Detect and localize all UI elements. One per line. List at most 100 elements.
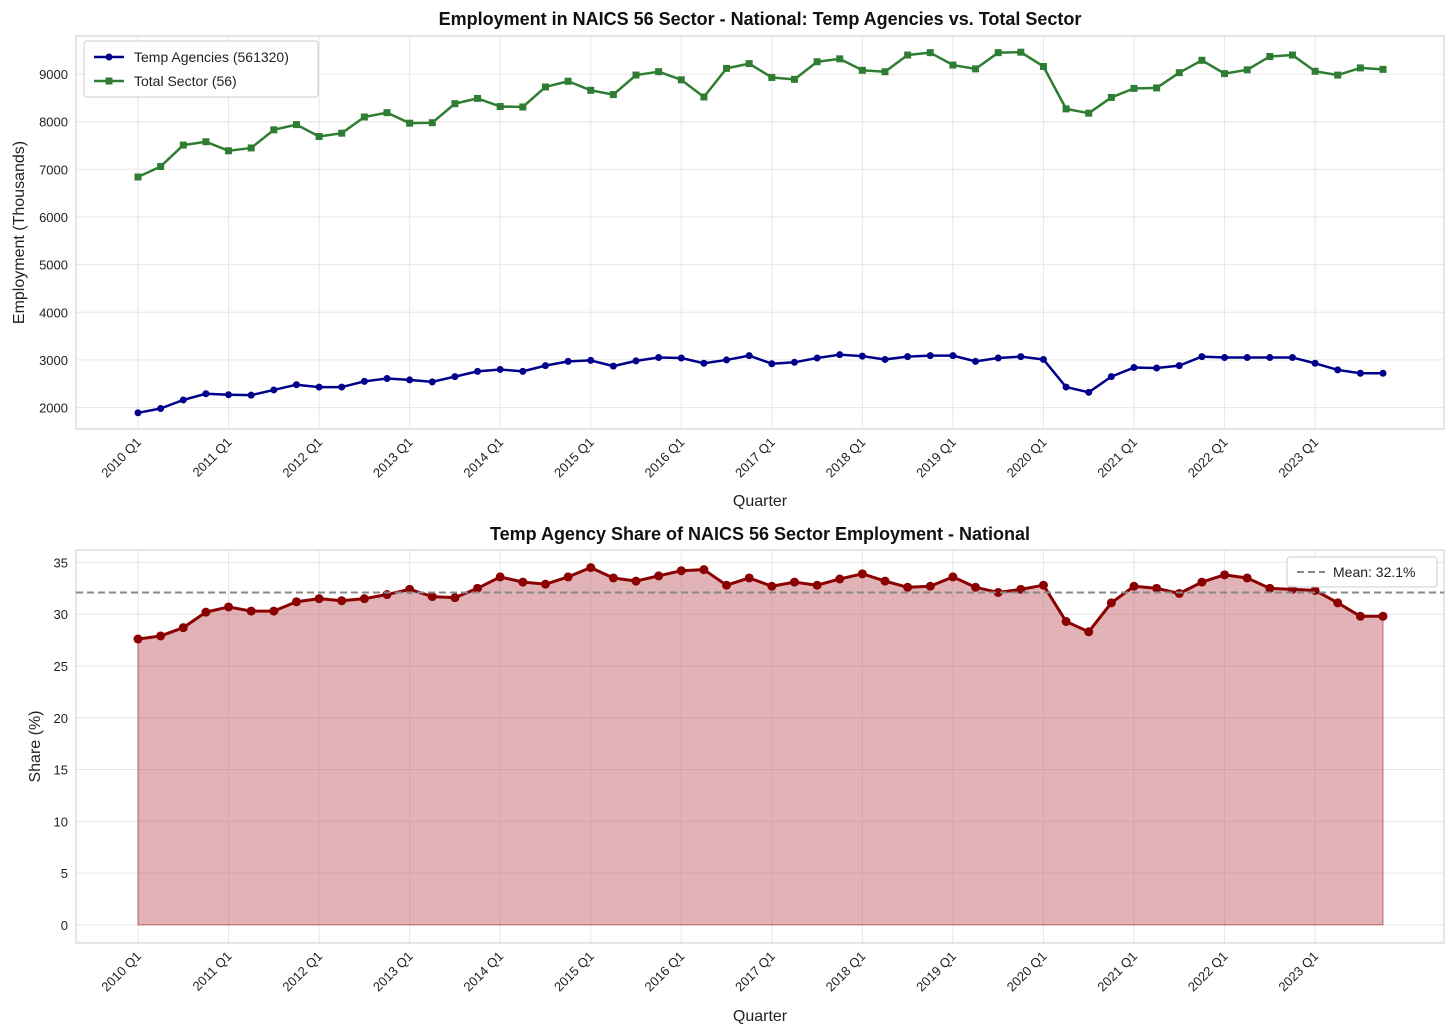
legend: [83, 40, 319, 98]
x-tick-label: 2020 Q1: [1004, 435, 1050, 481]
data-point: [134, 409, 142, 417]
y-tick-label: 20: [54, 711, 68, 726]
data-point: [406, 376, 414, 384]
data-point: [676, 566, 686, 576]
data-point: [133, 634, 143, 644]
data-point: [972, 65, 980, 73]
data-point: [496, 365, 504, 373]
data-point: [1266, 52, 1274, 60]
data-point: [836, 55, 844, 63]
data-point: [1378, 611, 1388, 621]
legend-label: Total Sector (56): [134, 73, 237, 89]
y-tick-label: 7000: [39, 162, 68, 177]
data-point: [1334, 366, 1342, 374]
data-point: [540, 579, 550, 589]
data-point: [201, 607, 211, 617]
data-point: [925, 581, 935, 591]
data-point: [1062, 105, 1070, 113]
data-point: [767, 581, 777, 591]
data-point: [1175, 362, 1183, 370]
y-axis-label: Share (%): [27, 710, 44, 782]
data-point: [473, 583, 483, 593]
x-tick-label: 2021 Q1: [1094, 435, 1140, 481]
data-point: [926, 352, 934, 360]
data-point: [202, 390, 210, 398]
data-point: [1198, 353, 1206, 361]
data-point: [789, 577, 799, 587]
y-tick-label: 2000: [39, 401, 68, 416]
data-point: [564, 77, 572, 85]
data-point: [338, 383, 346, 391]
x-axis-label: Quarter: [733, 1008, 788, 1025]
data-point: [745, 60, 753, 68]
data-point: [699, 565, 709, 575]
data-point: [1175, 69, 1183, 77]
data-point: [903, 582, 913, 592]
y-tick-label: 9000: [39, 67, 68, 82]
data-point: [587, 86, 595, 94]
data-point: [1311, 67, 1319, 75]
data-point: [677, 354, 685, 362]
plot-frame: [75, 35, 1445, 430]
y-tick-label: 10: [54, 814, 68, 829]
data-point: [247, 391, 255, 399]
chart-title: Temp Agency Share of NAICS 56 Sector Emp…: [490, 524, 1030, 544]
x-tick-label: 2019 Q1: [913, 435, 959, 481]
x-tick-label: 2020 Q1: [1004, 949, 1050, 995]
plot-area: [76, 550, 1444, 943]
data-point: [406, 119, 414, 127]
data-point: [994, 354, 1002, 362]
data-point: [518, 577, 528, 587]
data-point: [858, 66, 866, 74]
x-tick-label: 2016 Q1: [642, 949, 688, 995]
data-point: [1265, 583, 1275, 593]
legend-label: Temp Agencies (561320): [134, 49, 289, 65]
data-point: [1017, 48, 1025, 56]
plot-area: [76, 36, 1444, 429]
data-point: [360, 113, 368, 121]
data-point: [858, 352, 866, 360]
x-tick-label: 2022 Q1: [1185, 435, 1231, 481]
x-tick-label: 2018 Q1: [823, 949, 869, 995]
data-point: [654, 571, 664, 581]
y-tick-label: 8000: [39, 115, 68, 130]
data-point: [926, 49, 934, 57]
data-point: [315, 133, 323, 141]
x-tick-label: 2010 Q1: [98, 949, 144, 995]
data-point: [292, 121, 300, 129]
data-point: [1243, 354, 1251, 362]
data-point: [723, 64, 731, 72]
x-tick-label: 2022 Q1: [1185, 949, 1231, 995]
x-tick-label: 2017 Q1: [732, 435, 778, 481]
data-point: [904, 353, 912, 361]
data-point: [157, 405, 165, 413]
data-point: [835, 574, 845, 584]
data-point: [495, 572, 505, 582]
data-point: [450, 593, 460, 603]
data-point: [836, 351, 844, 359]
legend-label: Mean: 32.1%: [1333, 564, 1416, 580]
y-tick-label: 5: [61, 866, 68, 881]
data-point: [1355, 611, 1365, 621]
data-point: [700, 359, 708, 367]
data-point: [972, 357, 980, 365]
data-point: [1197, 577, 1207, 587]
data-point: [631, 576, 641, 586]
legend-marker: [105, 77, 113, 85]
x-axis-label: Quarter: [733, 493, 788, 510]
y-tick-label: 6000: [39, 210, 68, 225]
data-point: [632, 357, 640, 365]
data-point: [744, 573, 754, 583]
series-line-1: [137, 353, 1383, 415]
x-tick-label: 2013 Q1: [370, 435, 416, 481]
y-tick-label: 5000: [39, 258, 68, 273]
data-point: [451, 373, 459, 381]
data-point: [1198, 56, 1206, 64]
data-point: [1062, 383, 1070, 391]
data-point: [655, 68, 663, 76]
data-point: [609, 362, 617, 370]
data-point: [1152, 583, 1162, 593]
data-point: [134, 173, 142, 181]
x-tick-label: 2012 Q1: [279, 949, 325, 995]
